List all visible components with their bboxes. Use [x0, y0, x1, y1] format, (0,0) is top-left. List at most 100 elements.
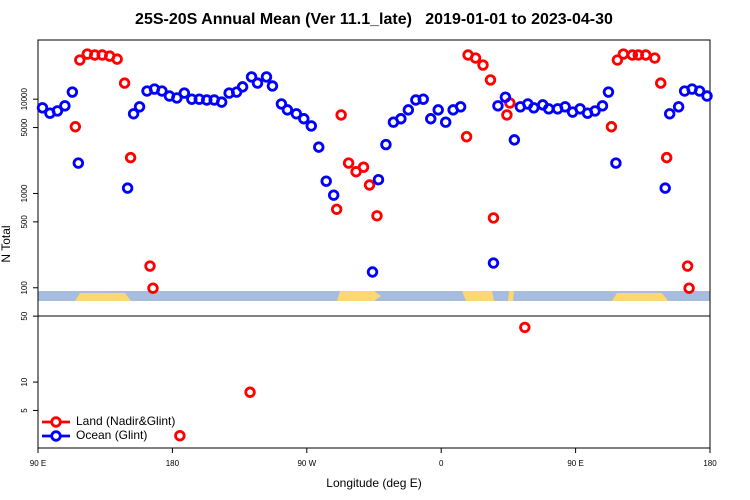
plot-frame — [37, 39, 711, 449]
y-tick-label: 5000 — [20, 118, 29, 136]
x-tick-label: 0 — [439, 459, 444, 468]
data-point — [589, 105, 601, 117]
data-point — [244, 386, 256, 398]
data-point — [372, 173, 385, 186]
land-region — [337, 291, 381, 301]
legend-label: Ocean (Glint) — [76, 428, 147, 442]
y-axis-label: N Total — [0, 225, 13, 262]
data-point — [330, 203, 343, 215]
x-tick-label: 90 W — [297, 459, 316, 468]
data-point — [363, 179, 376, 191]
data-point — [178, 87, 191, 99]
data-point — [693, 85, 706, 97]
data-point — [487, 257, 500, 269]
data-point — [659, 182, 671, 194]
data-point — [335, 109, 347, 121]
data-point — [174, 430, 186, 442]
data-point — [357, 161, 370, 173]
data-point — [275, 98, 288, 110]
y-tick-label: 50 — [20, 311, 29, 320]
y-tick-label: 500 — [20, 215, 29, 229]
data-point — [395, 113, 407, 125]
data-point — [245, 71, 258, 83]
data-point — [236, 81, 249, 93]
data-point — [156, 85, 168, 97]
land-region — [612, 293, 668, 301]
data-point — [701, 90, 713, 102]
data-point — [313, 141, 325, 153]
data-point — [605, 121, 618, 133]
data-point — [508, 134, 521, 146]
y-tick-label: 5 — [20, 408, 29, 413]
data-point — [215, 96, 228, 108]
x-tick-label: 180 — [703, 459, 717, 468]
data-point — [298, 113, 310, 125]
data-point — [681, 260, 694, 272]
data-point — [124, 151, 137, 164]
data-point — [425, 113, 437, 125]
data-point — [251, 77, 264, 89]
data-point — [602, 86, 615, 98]
y-tick-label: 1000 — [20, 184, 29, 202]
land-region — [508, 291, 514, 301]
data-point — [305, 120, 317, 132]
data-point — [683, 282, 695, 294]
data-point — [484, 74, 497, 86]
data-point — [320, 175, 332, 187]
data-point — [59, 100, 71, 112]
data-point — [596, 100, 609, 112]
data-point — [144, 260, 156, 272]
data-point — [610, 157, 622, 169]
chart-title: 25S-20S Annual Mean (Ver 11.1_late) 2019… — [135, 11, 613, 28]
data-point — [649, 52, 661, 64]
data-point — [266, 80, 279, 92]
data-point — [74, 54, 86, 66]
data-point — [147, 282, 159, 294]
data-point — [660, 151, 673, 164]
data-point — [121, 182, 134, 194]
data-point — [492, 100, 504, 112]
data-point — [663, 108, 676, 120]
data-point — [69, 121, 82, 133]
data-point — [118, 77, 131, 89]
data-point — [342, 157, 355, 169]
data-point — [133, 101, 146, 113]
legend-marker — [50, 430, 62, 442]
data-point — [402, 104, 415, 116]
data-point — [559, 101, 571, 113]
data-point — [543, 103, 555, 115]
data-point — [617, 48, 630, 60]
data-point — [171, 92, 183, 104]
data-point — [439, 116, 452, 128]
data-point — [290, 108, 303, 120]
data-point — [469, 52, 482, 64]
data-point — [487, 212, 500, 224]
data-point — [432, 104, 444, 116]
data-point — [111, 53, 123, 65]
x-tick-label: 90 E — [30, 459, 46, 468]
data-point — [366, 266, 379, 278]
data-point — [281, 104, 294, 116]
y-tick-label: 100 — [20, 281, 29, 295]
data-point — [477, 59, 489, 71]
data-point — [371, 210, 383, 222]
data-point — [51, 105, 64, 117]
data-point — [519, 321, 531, 334]
legend-label: Land (Nadir&Glint) — [76, 414, 175, 428]
data-point — [501, 109, 513, 121]
land-region — [462, 291, 494, 301]
data-point — [611, 54, 624, 66]
data-point — [327, 189, 340, 201]
data-point — [655, 77, 667, 89]
data-point — [672, 101, 685, 113]
data-point — [460, 130, 473, 143]
data-point — [66, 86, 79, 98]
data-point — [72, 157, 85, 169]
x-tick-label: 90 E — [567, 459, 583, 468]
data-point — [127, 108, 140, 120]
data-point — [528, 102, 540, 114]
y-tick-label: 10000 — [20, 87, 29, 110]
x-axis-label: Longitude (deg E) — [326, 476, 421, 490]
data-point — [640, 49, 652, 61]
